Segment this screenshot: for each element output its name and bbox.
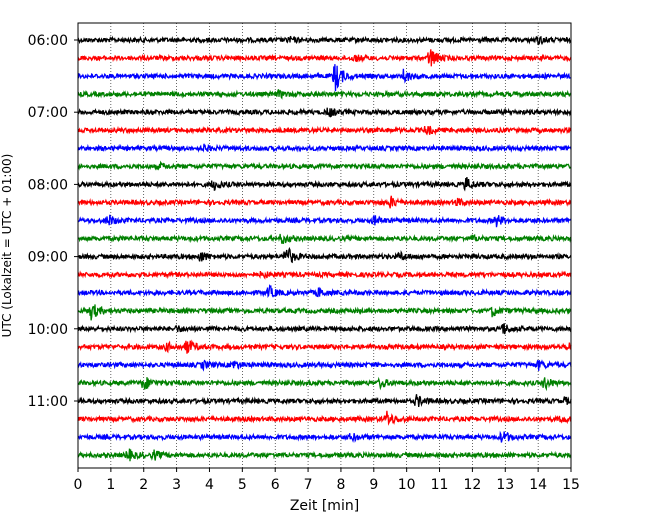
- vertical-grid: [110, 23, 539, 468]
- x-tick-label: 7: [304, 477, 313, 493]
- trace-0900: [77, 246, 572, 264]
- trace-1115: [77, 410, 572, 426]
- x-tick-label: 10: [398, 477, 416, 493]
- trace-1100: [77, 394, 572, 408]
- trace-0615: [77, 49, 572, 67]
- trace-1045: [77, 376, 572, 392]
- trace-0700: [77, 107, 572, 118]
- x-tick-label: 14: [529, 477, 547, 493]
- trace-0815: [77, 195, 572, 209]
- x-tick-label: 11: [431, 477, 449, 493]
- trace-0930: [77, 284, 572, 298]
- y-axis-ticks: 06:00 07:00 08:00 09:00 10:00 11:00: [28, 33, 78, 410]
- x-tick-label: 15: [562, 477, 580, 493]
- trace-0745: [77, 160, 572, 171]
- x-tick-label: 12: [463, 477, 481, 493]
- trace-1130: [77, 430, 572, 443]
- x-tick-label: 5: [238, 477, 247, 493]
- trace-1030: [77, 359, 572, 372]
- trace-0630: [77, 64, 572, 92]
- x-tick-label: 0: [74, 477, 83, 493]
- trace-0945: [77, 304, 572, 321]
- trace-0600: [77, 35, 572, 46]
- trace-0730: [77, 143, 572, 153]
- trace-1000: [77, 323, 572, 335]
- trace-0800: [77, 176, 572, 192]
- trace-0645: [77, 89, 572, 100]
- x-tick-label: 6: [271, 477, 280, 493]
- seismic-traces: [77, 35, 572, 462]
- y-tick-label: 10:00: [28, 322, 68, 338]
- trace-0915: [77, 270, 572, 280]
- x-tick-label: 1: [106, 477, 115, 493]
- x-tick-label: 8: [336, 477, 345, 493]
- y-tick-label: 11:00: [28, 394, 68, 410]
- trace-1015: [77, 339, 572, 354]
- x-tick-label: 3: [172, 477, 181, 493]
- x-tick-label: 2: [139, 477, 148, 493]
- y-tick-label: 06:00: [28, 33, 68, 49]
- y-tick-label: 07:00: [28, 105, 68, 121]
- x-tick-label: 9: [369, 477, 378, 493]
- plot-frame: [77, 22, 572, 469]
- trace-0845: [77, 233, 572, 244]
- x-axis-ticks: 0 1 2 3 4 5 6 7 8 9 10 11 12 13 14 15: [74, 468, 580, 493]
- y-axis-label: UTC (Lokalzeit = UTC + 01:00): [0, 154, 14, 338]
- trace-0830: [77, 214, 572, 228]
- trace-0715: [77, 125, 572, 136]
- trace-1145: [77, 448, 572, 462]
- x-tick-label: 13: [496, 477, 514, 493]
- x-axis-label: Zeit [min]: [290, 498, 359, 514]
- x-tick-label: 4: [205, 477, 214, 493]
- y-tick-label: 09:00: [28, 250, 68, 266]
- y-tick-label: 08:00: [28, 177, 68, 193]
